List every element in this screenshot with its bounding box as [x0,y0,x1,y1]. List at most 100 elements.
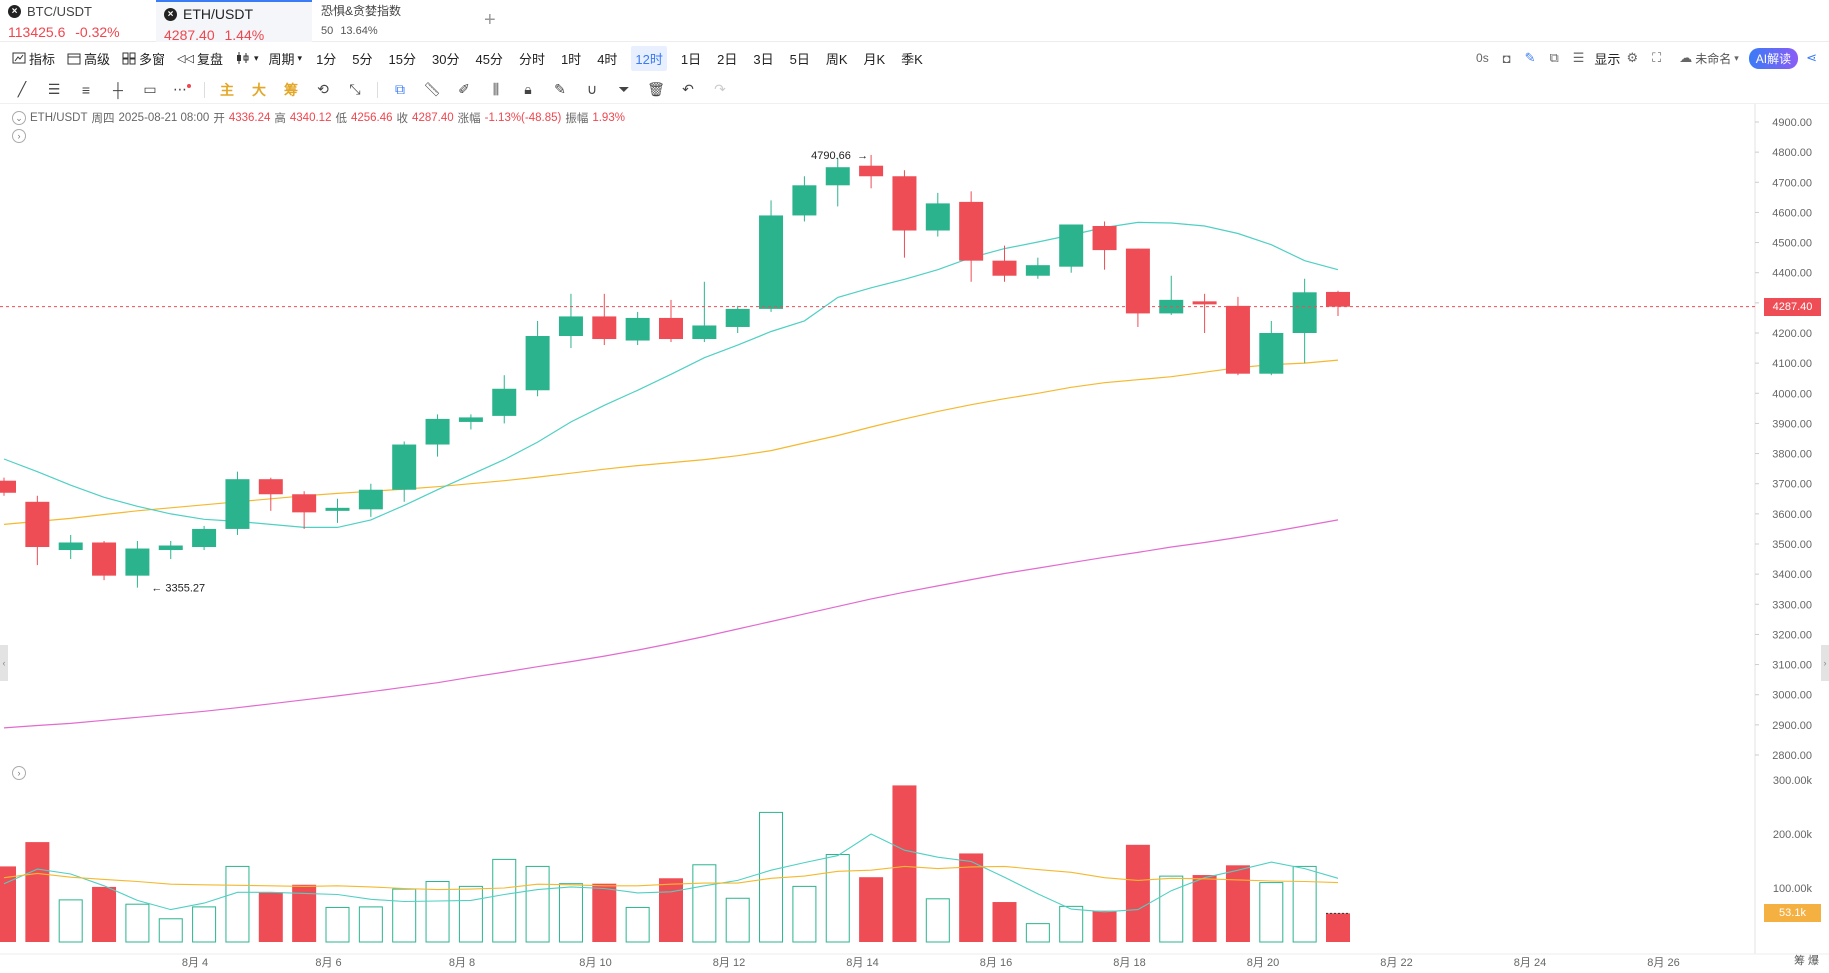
period-option[interactable]: 5日 [789,51,810,67]
add-tab-button[interactable]: + [484,9,496,31]
multi-window-button[interactable]: 多窗 [122,49,165,68]
ai-interpret-button[interactable]: AI解读 [1748,47,1799,69]
volume-bar [1259,882,1284,943]
time-tick-label: 8月 12 [713,957,745,969]
high-label: 高 [274,113,286,125]
list-icon[interactable]: ☰ [1572,50,1585,65]
time-tick-label: 8月 26 [1647,957,1679,969]
chart-canvas[interactable]: 4900.00 4800.00 4700.00 4600.00 4500.00 4400.… [0,104,1829,973]
open-value: 4336.24 [228,112,271,124]
price-tick-label: 4700.00 [1772,177,1812,189]
change-value: -1.13%(-48.85) [484,112,562,124]
period-option[interactable]: 分时 [518,51,545,67]
time-tick-label: 8月 16 [980,957,1012,969]
fullscreen-icon[interactable]: ⛶ [1652,50,1662,65]
volume-bar [58,899,83,943]
tab-fear-greed-index[interactable]: 恐惧&贪婪指数 50 13.64% [313,0,463,42]
volume-bar [925,898,950,943]
price-tick-label: 4900.00 [1772,117,1812,129]
tab-eth-usdt[interactable]: × ETH/USDT 4287.40 1.44% [156,0,312,43]
period-option[interactable]: 周K [825,51,848,67]
left-collapse-handle[interactable]: ‹ [0,645,8,681]
period-option[interactable]: 3日 [753,51,774,67]
close-icon[interactable]: × [164,7,177,21]
trend-line-icon[interactable]: ╱ [17,81,27,97]
right-collapse-handle[interactable]: › [1821,645,1829,681]
tab-btc-usdt[interactable]: × BTC/USDT 113425.6 -0.32% [0,0,155,42]
price-tick-label: 3700.00 [1772,479,1812,491]
chevron-down-icon[interactable]: ▾ [1734,52,1739,63]
volume-ma-fast-line [3,833,1339,913]
horizontal-lines-icon[interactable]: ☰ [47,81,61,97]
period-label: 周期 [268,51,295,67]
lock-icon[interactable]: 🔒︎ [524,81,532,97]
collapse-icon[interactable]: ⌄ [12,111,26,125]
period-option[interactable]: 1日 [680,51,702,67]
close-value: 4287.40 [412,112,454,124]
period-option[interactable]: 15分 [388,51,416,67]
share-icon[interactable]: ⋖ [1806,50,1817,65]
indicator-label: 指标 [29,51,56,67]
display-button[interactable]: 显示 [1594,51,1621,67]
price-chart[interactable]: 4900.00 4800.00 4700.00 4600.00 4500.00 4400.… [0,104,1829,973]
trash-icon[interactable]: 🗑︎ [647,81,665,97]
layout-name[interactable]: 未命名 [1695,51,1732,66]
settings-icon[interactable]: ⚙ [1626,50,1639,65]
low-value: 4256.46 [350,112,393,124]
tab-symbol: BTC/USDT [27,4,92,19]
ruler-icon[interactable]: 📏︎ [423,81,441,97]
period-list: 1分 5分 15分 30分 45分 分时 1时 4时 12时 1日 2日 3日 5日 周K 月K 季K [302,45,925,71]
undock-icon[interactable]: ⧉ [1549,50,1559,65]
high-value: 4340.12 [289,112,332,124]
chart-type-button[interactable]: ▾ [235,51,259,65]
period-option[interactable]: 4时 [597,51,618,67]
last-price-label: 4287.40 [1764,297,1821,316]
calendar-icon [67,53,81,65]
chip-toggle[interactable]: 筹 [284,81,298,98]
close-icon[interactable]: × [8,5,21,18]
tab-symbol: ETH/USDT [183,6,253,22]
camera-icon[interactable]: ◘ [1502,50,1511,66]
period-option[interactable]: 季K [901,51,923,67]
expand-volume-icon[interactable]: › [12,766,26,780]
parallel-channel-icon[interactable]: ≡ [81,81,91,98]
undo-icon[interactable]: ↶ [682,81,694,97]
horizontal-ray-icon[interactable]: ┼ [113,81,123,98]
more-tools-icon[interactable]: ⋯ [166,81,198,98]
main-force-toggle[interactable]: 主 [220,81,234,98]
period-option[interactable]: 12时 [631,45,667,71]
time-tick-label: 8月 6 [315,957,341,969]
price-tick-label: 3600.00 [1772,509,1812,521]
big-order-toggle[interactable]: 大 [252,81,266,98]
expand-indicators-icon[interactable]: › [12,129,26,143]
price-tick-label: 2800.00 [1772,750,1812,762]
period-option[interactable]: 45分 [475,51,503,67]
replay-button[interactable]: ◁◁ 复盘 [177,49,223,68]
measure-icon[interactable]: ⤡ [349,81,361,97]
filter-icon[interactable]: ⏷ [618,81,630,97]
amplitude-value: 1.93% [592,112,625,124]
period-option[interactable]: 5分 [352,51,373,67]
period-dropdown[interactable]: 周期 ▾ [269,49,303,68]
low-label: 低 [335,113,347,125]
pencil-icon[interactable]: ✎ [1524,50,1536,65]
period-option[interactable]: 1分 [316,51,337,67]
pattern-icon[interactable]: ⫼ [492,81,500,97]
axis-corner-label[interactable]: 筹 爆 [1793,955,1819,967]
candle-body [692,325,717,340]
copy-icon[interactable]: ⧉ [395,81,405,97]
cloud-icon[interactable]: ☁ [1679,50,1693,65]
brush-icon[interactable]: ✐ [458,81,470,97]
note-icon[interactable]: ✎ [554,81,566,97]
period-option[interactable]: 1时 [560,51,582,67]
period-option[interactable]: 30分 [432,51,460,67]
candle-body [492,388,517,416]
advanced-button[interactable]: 高级 [67,49,110,68]
magnet-icon[interactable]: ∪ [586,81,598,97]
indicator-button[interactable]: 指标 [12,49,55,68]
redo-icon[interactable]: ↷ [714,81,726,97]
rectangle-icon[interactable]: ▭ [143,81,157,97]
compare-icon[interactable]: ⟲ [317,81,329,97]
period-option[interactable]: 2日 [717,51,738,67]
period-option[interactable]: 月K [863,51,886,67]
